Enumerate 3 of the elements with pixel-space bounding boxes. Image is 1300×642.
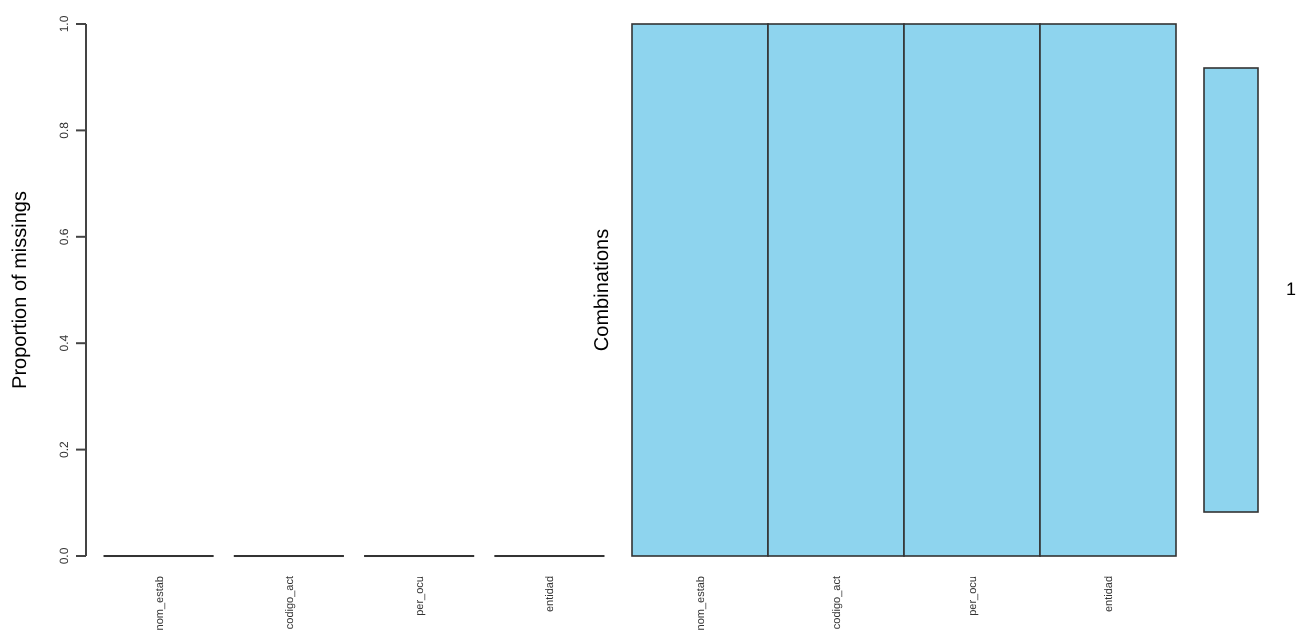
y-axis-title: Proportion of missings	[10, 191, 32, 389]
text: Combinations	[592, 228, 614, 352]
text: 1	[1286, 278, 1297, 299]
